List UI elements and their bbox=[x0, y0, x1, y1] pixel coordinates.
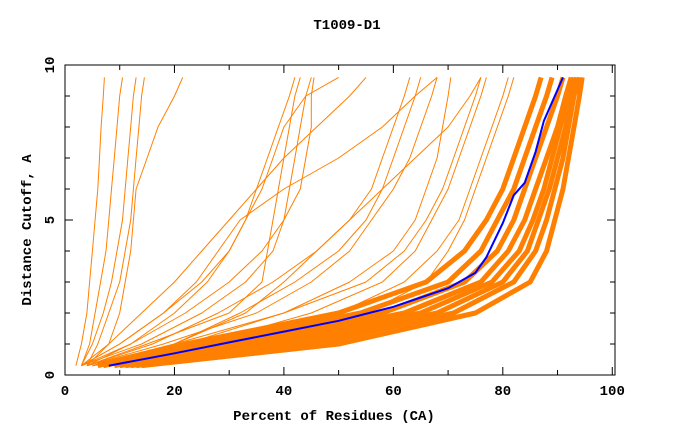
model-curve bbox=[119, 76, 574, 369]
x-tick-label: 60 bbox=[385, 384, 402, 400]
model-curve bbox=[130, 76, 580, 369]
model-curve bbox=[141, 77, 585, 369]
model-curve bbox=[80, 77, 137, 366]
x-axis-label: Percent of Residues (CA) bbox=[233, 409, 435, 425]
model-curve bbox=[81, 77, 438, 367]
model-curve bbox=[92, 77, 452, 367]
model-curve bbox=[86, 76, 339, 367]
x-tick-label: 0 bbox=[61, 384, 69, 400]
axes-layer: 0 20 40 60 80 100 0 5 10 bbox=[43, 57, 625, 400]
model-curve bbox=[124, 76, 577, 369]
model-curve bbox=[92, 77, 482, 367]
model-curve bbox=[81, 77, 367, 367]
model-curve bbox=[86, 77, 145, 366]
model-curve bbox=[86, 77, 184, 367]
model-curve bbox=[113, 76, 566, 369]
model-curve bbox=[75, 77, 105, 366]
y-tick-label: 0 bbox=[43, 371, 59, 379]
highlight-curve bbox=[108, 76, 564, 367]
model-curve bbox=[86, 77, 438, 367]
model-curve bbox=[92, 77, 482, 367]
model-curve bbox=[86, 77, 422, 367]
curves-layer bbox=[75, 76, 585, 369]
model-curve bbox=[81, 77, 312, 367]
model-curve bbox=[80, 77, 123, 366]
y-tick-label: 5 bbox=[43, 216, 59, 224]
x-tick-label: 100 bbox=[600, 384, 625, 400]
x-tick-label: 80 bbox=[494, 384, 511, 400]
chart-title: T1009-D1 bbox=[313, 18, 380, 34]
model-curve bbox=[102, 76, 555, 369]
x-tick-label: 20 bbox=[166, 384, 183, 400]
model-curve bbox=[135, 76, 582, 369]
model-curve bbox=[81, 77, 296, 367]
plot-frame bbox=[64, 64, 616, 376]
y-axis-label: Distance Cutoff, A bbox=[20, 154, 36, 306]
x-tick-label: 40 bbox=[275, 384, 292, 400]
model-curve bbox=[92, 77, 487, 367]
model-curve bbox=[97, 76, 544, 369]
model-curve bbox=[86, 77, 301, 367]
y-tick-label: 10 bbox=[43, 57, 59, 74]
